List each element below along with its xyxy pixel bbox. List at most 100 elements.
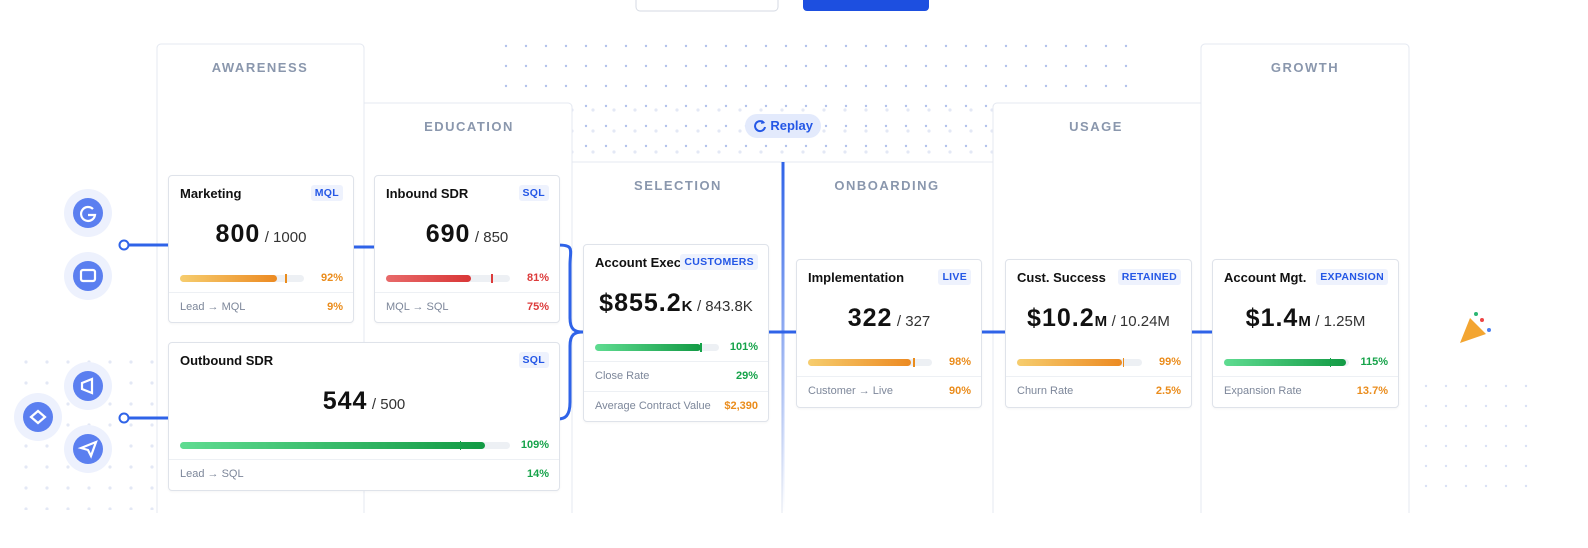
progress-label: 81% (526, 272, 549, 284)
metric-value: $2,390 (724, 400, 758, 412)
progress-track (595, 343, 719, 352)
target-marker (285, 274, 287, 283)
value: $1.4 (1245, 304, 1299, 332)
card-value: 322 / 327 (797, 304, 981, 333)
card-value: $855.2K / 843.8K (584, 289, 768, 318)
unit: M (1298, 313, 1311, 330)
progress-bar (808, 359, 911, 366)
progress-label: 115% (1360, 356, 1388, 368)
card-value: $10.2M / 10.24M (1006, 304, 1191, 333)
card: Account Exec. CUSTOMERS $855.2K / 843.8K 10… (583, 244, 769, 422)
card: Implementation LIVE 322 / 327 98% Customer →… (796, 259, 982, 408)
divider (797, 376, 981, 377)
card-title: Inbound SDR (386, 186, 469, 201)
progress-label: 99% (1158, 356, 1181, 368)
stage-label: USAGE (1069, 119, 1123, 134)
card-value: 690 / 850 (375, 220, 559, 249)
replay-label: Replay (770, 118, 813, 133)
stage-label: GROWTH (1270, 60, 1340, 75)
metric-value: 13.7% (1356, 385, 1388, 397)
card: Outbound SDR SQL 544 / 500 109% Lead → SQL 14… (168, 342, 560, 491)
card-value: $1.4M / 1.25M (1213, 304, 1398, 333)
progress-bar (1017, 359, 1122, 366)
card-tag: RETAINED (1117, 269, 1181, 285)
progress-track (1017, 358, 1142, 367)
target: / 10.24M (1111, 313, 1170, 330)
metric-label: Customer → Live (808, 385, 893, 397)
divider (375, 292, 559, 293)
unit: M (1094, 313, 1108, 330)
progress-track (180, 274, 304, 283)
divider (584, 361, 768, 362)
metric-value: 2.5% (1155, 385, 1181, 397)
target: / 500 (371, 396, 406, 413)
value: 800 (215, 220, 261, 248)
progress-track (386, 274, 510, 283)
target-marker (459, 441, 462, 450)
unit: K (681, 298, 693, 315)
metric-label: Close Rate (595, 370, 650, 382)
value: 322 (847, 304, 893, 332)
target: / 850 (474, 229, 509, 246)
target-marker (913, 358, 915, 367)
stage-label: EDUCATION (424, 119, 514, 134)
metric-label: Churn Rate (1017, 385, 1074, 397)
card-title: Marketing (180, 186, 242, 201)
card-tag: SQL (518, 352, 549, 368)
card-title: Cust. Success (1017, 270, 1106, 285)
value: 544 (322, 387, 368, 415)
value: 690 (425, 220, 471, 248)
stage-label: ONBOARDING (834, 178, 940, 193)
progress-label: 101% (729, 341, 758, 353)
metric-label: Expansion Rate (1224, 385, 1302, 397)
card-title: Outbound SDR (180, 353, 274, 368)
divider (169, 292, 353, 293)
card: Account Mgt. EXPANSION $1.4M / 1.25M 115% Ex… (1212, 259, 1399, 408)
stage-label: SELECTION (634, 178, 722, 193)
card-tag: CUSTOMERS (680, 254, 758, 270)
card: Cust. Success RETAINED $10.2M / 10.24M 99% C… (1005, 259, 1192, 408)
divider (169, 459, 559, 460)
card-value: 800 / 1000 (169, 220, 353, 249)
target: / 327 (896, 313, 931, 330)
target-marker (1122, 358, 1125, 367)
progress-track (1224, 358, 1349, 367)
metric-value: 9% (327, 301, 343, 313)
card: Marketing MQL 800 / 1000 92% Lead → MQL 9% (168, 175, 354, 323)
target-marker (1329, 358, 1332, 367)
divider (1006, 376, 1191, 377)
card-title: Implementation (808, 270, 905, 285)
progress-label: 92% (320, 272, 343, 284)
value: $855.2 (599, 289, 682, 317)
target: / 843.8K (696, 298, 753, 315)
card: Inbound SDR SQL 690 / 850 81% MQL → SQL 75% (374, 175, 560, 323)
metric-value: 14% (526, 468, 549, 480)
metric-value: 29% (735, 370, 758, 382)
target: / 1000 (264, 229, 307, 246)
card-tag: SQL (518, 185, 549, 201)
target-marker (491, 274, 493, 283)
metric-label: Lead → SQL (180, 468, 244, 480)
progress-track (180, 441, 510, 450)
card-title: Account Mgt. (1224, 270, 1307, 285)
card-tag: MQL (310, 185, 343, 201)
card-value: 544 / 500 (169, 387, 559, 416)
progress-bar (386, 275, 472, 282)
card-title: Account Exec. (595, 255, 685, 270)
stage-label: AWARENESS (211, 60, 309, 75)
card-tag: LIVE (938, 269, 971, 285)
replay-button[interactable]: Replay (745, 114, 821, 138)
metric-value: 75% (526, 301, 549, 313)
metric-value: 90% (948, 385, 971, 397)
progress-bar (1224, 359, 1346, 366)
progress-bar (180, 275, 277, 282)
target-marker (700, 343, 702, 352)
divider (584, 391, 768, 392)
metric-label: MQL → SQL (386, 301, 449, 313)
card-tag: EXPANSION (1316, 269, 1388, 285)
target: / 1.25M (1315, 313, 1366, 330)
progress-track (808, 358, 932, 367)
metric-label: Average Contract Value (595, 400, 711, 412)
divider (1213, 376, 1398, 377)
progress-bar (180, 442, 485, 449)
